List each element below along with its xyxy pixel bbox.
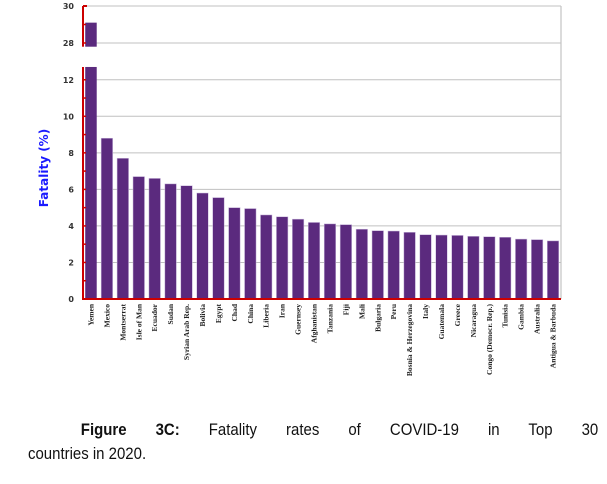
y-tick-label: 2: [68, 258, 74, 267]
y-tick-label: 6: [68, 185, 74, 194]
caption-line-1: Figure 3C: Fatality rates of COVID-19 in…: [28, 418, 598, 442]
bar: [499, 236, 512, 300]
x-tick-label: Yemen: [86, 303, 95, 325]
x-tick-label: Afghanistan: [310, 303, 319, 343]
bar: [308, 222, 321, 300]
x-tick-label: Australia: [533, 304, 542, 334]
x-tick-label: Chad: [230, 303, 239, 321]
bar: [164, 183, 177, 300]
x-tick-label: Bosnia & Herzegovina: [405, 304, 414, 376]
x-tick-label: Bulgaria: [373, 304, 382, 332]
y-tick-label: 8: [68, 149, 74, 158]
x-tick-label: Mali: [357, 304, 366, 319]
bar: [355, 228, 368, 300]
y-tick-label: 12: [63, 76, 74, 85]
x-tick-label: Fiji: [341, 304, 350, 315]
bar: [531, 239, 544, 300]
bar: [85, 66, 97, 299]
x-tick-label: Gambia: [517, 304, 526, 330]
x-tick-label: Nicaragua: [469, 304, 478, 338]
bar: [323, 223, 336, 300]
figure-caption: Figure 3C: Fatality rates of COVID-19 in…: [28, 418, 598, 466]
bar: [260, 214, 273, 300]
x-tick-label: Isle of Man: [134, 303, 143, 340]
caption-text-2: countries in 2020.: [28, 444, 147, 463]
bar: [387, 230, 400, 300]
y-tick-label: 4: [68, 222, 74, 231]
x-tick-label: Congo (Democr. Rep.): [485, 304, 494, 375]
bar: [483, 236, 496, 300]
y-tick-label: 30: [63, 2, 75, 11]
bar: [435, 234, 448, 300]
x-tick-label: China: [246, 304, 255, 324]
x-tick-label: Bolivia: [198, 304, 207, 327]
bar: [451, 235, 464, 300]
bars: [85, 22, 560, 300]
x-tick-label: Tanzania: [325, 304, 334, 334]
bar: [148, 178, 161, 300]
bar: [371, 230, 384, 300]
bar: [339, 224, 352, 300]
x-tick-label: Iran: [278, 303, 287, 318]
gridlines: [83, 5, 562, 299]
caption-text-1: Fatality rates of COVID-19 in Top 30: [208, 420, 599, 439]
bar: [100, 137, 113, 300]
bar: [547, 240, 560, 300]
bar: [132, 176, 145, 300]
y-tick-labels: 0 2 4 6 8 10 12 28 30: [63, 2, 75, 304]
x-tick-label: Liberia: [262, 304, 271, 328]
axes: [82, 5, 561, 300]
x-tick-label: Syrian Arab Rep.: [182, 304, 191, 360]
bar: [403, 232, 416, 300]
bar: [212, 197, 225, 300]
x-tick-label: Greece: [453, 303, 462, 326]
bar: [467, 236, 480, 300]
x-tick-label: Mexico: [102, 304, 111, 328]
x-tick-label: Guernsey: [294, 304, 303, 335]
bar-chart: 0 2 4 6 8 10 12 28 30 Yemen Mexico Montserrat Isle …: [37, 2, 562, 376]
y-tick-label: 28: [63, 39, 75, 48]
bar: [276, 216, 289, 300]
bar: [116, 158, 129, 300]
caption-label: Figure 3C:: [80, 420, 180, 439]
x-tick-label: Ecuador: [150, 303, 159, 331]
bar: [244, 208, 257, 300]
x-tick-label: Guatemala: [437, 304, 446, 340]
y-tick-label: 10: [63, 112, 75, 121]
bar: [196, 192, 209, 300]
x-tick-label: Tunisia: [501, 304, 510, 328]
x-tick-label: Montserrat: [118, 304, 127, 341]
bar: [292, 218, 305, 300]
bar: [180, 185, 193, 300]
y-axis-label: Fatality (%): [37, 129, 51, 207]
x-tick-label: Italy: [421, 304, 430, 319]
x-tick-labels: Yemen Mexico Montserrat Isle of Man Ecuador S…: [86, 303, 557, 376]
y-tick-label: 0: [68, 295, 74, 304]
x-tick-label: Egypt: [214, 303, 223, 323]
bar-upper-segment: [85, 22, 97, 47]
bar: [419, 234, 432, 300]
x-tick-label: Antigua & Barbuda: [549, 304, 558, 368]
x-tick-label: Sudan: [166, 303, 175, 324]
x-tick-label: Peru: [389, 304, 398, 319]
bar: [515, 238, 528, 300]
bar: [228, 207, 241, 300]
